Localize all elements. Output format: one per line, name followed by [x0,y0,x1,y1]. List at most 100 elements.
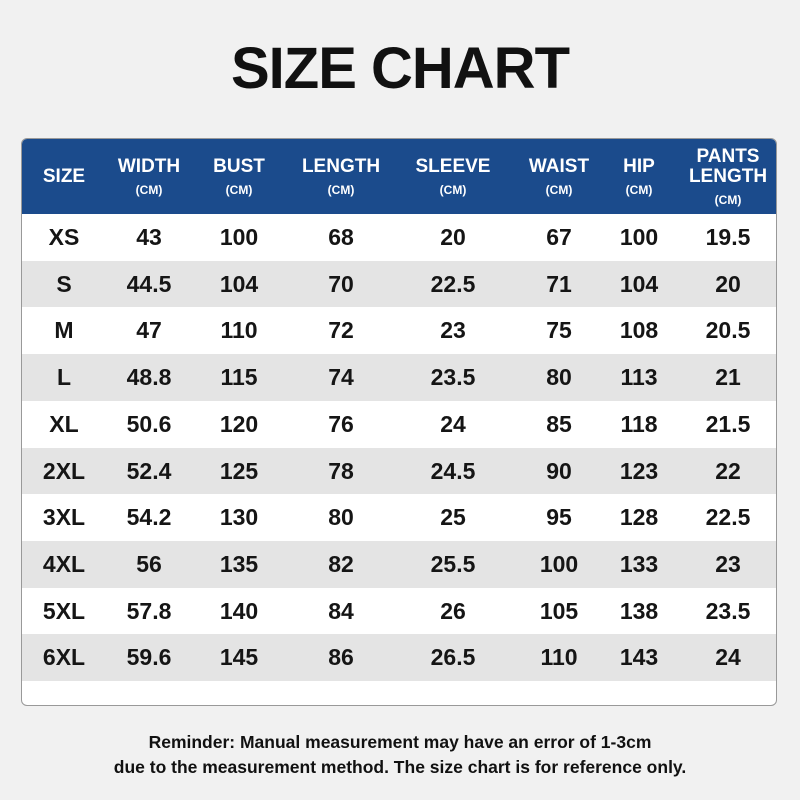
table-cell: 20.5 [705,317,751,344]
table-cell: 86 [328,644,354,671]
size-table: SIZE WIDTH (CM) BUST (CM) LENGTH (CM) SLEEVE (CM… [21,138,777,706]
table-cell: 20 [715,270,741,297]
table-cell: 95 [546,504,572,531]
column-unit: (CM) [545,182,573,197]
column-unit: (CM) [225,182,253,197]
table-cell: 138 [619,597,659,624]
table-cell: 110 [540,644,578,671]
table-cell: 56 [136,550,162,577]
table-cell: 84 [328,597,354,624]
table-header: SIZE WIDTH (CM) BUST (CM) LENGTH (CM) SLEEVE (CM… [22,139,776,214]
table-cell: S [56,270,72,297]
header-cell: BUST (CM) [189,139,289,214]
table-cell: 104 [219,270,259,297]
table-cell: 59.6 [126,644,172,671]
table-cell: 24 [715,644,741,671]
table-cell: 104 [619,270,659,297]
header-cell: PANTS LENGTH (CM) [678,139,776,214]
column-name: WIDTH [117,155,181,177]
column-unit: (CM) [135,182,163,197]
table-cell: 22.5 [430,270,476,297]
table-cell: 23 [715,550,741,577]
table-cell: M [54,317,74,344]
table-cell: 140 [219,597,259,624]
table-cell: 113 [620,364,658,391]
table-cell: 23.5 [705,597,751,624]
table-cell: 48.8 [126,364,172,391]
table-cell: 72 [328,317,354,344]
table-cell: 25.5 [430,550,476,577]
header-cell: SLEEVE (CM) [403,139,503,214]
table-cell: 100 [219,224,259,250]
table-row: XS 43 100 68 20 67 100 19.5 [22,214,776,261]
table-cell: 143 [619,644,659,671]
table-cell: 3XL [42,504,86,531]
table-row: 6XL 59.6 145 86 26.5 110 143 24 [22,634,776,681]
column-name: PANTS LENGTH [688,145,768,187]
column-name: SIZE [42,165,86,187]
table-cell: 123 [619,457,659,484]
table-cell: 54.2 [126,504,172,531]
table-cell: 2XL [42,457,86,484]
table-cell: 21.5 [705,410,751,437]
table-cell: 82 [328,550,354,577]
table-row: 3XL 54.2 130 80 25 95 128 22.5 [22,494,776,541]
table-cell: 135 [219,550,259,577]
table-row: L 48.8 115 74 23.5 80 113 21 [22,354,776,401]
table-cell: 128 [619,504,659,531]
table-row: S 44.5 104 70 22.5 71 104 20 [22,260,776,308]
table-cell: 110 [220,317,258,344]
table-cell: 52.4 [126,457,172,484]
title: SIZE CHART [231,36,570,101]
header-cell: HIP (CM) [589,139,689,214]
table-cell: 108 [619,317,659,344]
header-cell: WAIST (CM) [509,139,609,214]
table-cell: 22 [715,457,741,484]
table-cell: 20 [440,224,466,250]
table-cell: 43 [136,224,162,250]
column-name: LENGTH [301,155,381,177]
table-cell: 85 [546,410,572,437]
table-cell: 68 [328,224,354,250]
column-name: SLEEVE [415,155,491,177]
table-row: XL 50.6 120 76 24 85 118 21.5 [22,400,776,448]
table-cell: 44.5 [126,270,172,297]
table-cell: 130 [219,504,259,531]
table-cell: 105 [539,597,579,624]
table-cell: 120 [219,410,259,437]
table-cell: 78 [328,457,354,484]
column-unit: (CM) [625,182,653,197]
table-cell: 133 [619,550,659,577]
table-cell: 21 [715,364,741,391]
reminder-line: due to the measurement method. The size … [113,757,687,777]
table-cell: L [56,364,72,391]
table-cell: 70 [328,270,354,297]
table-cell: 90 [546,457,572,484]
table-cell: 118 [620,410,658,437]
table-cell: 24 [440,410,466,437]
table-cell: 26 [440,597,466,624]
column-name: BUST [213,155,265,177]
table-cell: 5XL [42,597,86,624]
table-row: 5XL 57.8 140 84 26 105 138 23.5 [22,587,776,635]
table-cell: 26.5 [430,644,476,671]
column-unit: (CM) [327,182,355,197]
column-name: HIP [623,155,655,177]
table-cell: 6XL [42,644,86,671]
header-cell: WIDTH (CM) [99,139,199,214]
header-cell: SIZE [22,139,114,214]
table-cell: 23.5 [430,364,476,391]
table-cell: 80 [328,504,354,531]
table-cell: 115 [220,364,258,391]
table-cell: 145 [219,644,259,671]
table-cell: 100 [619,224,659,250]
table-cell: XS [48,224,80,250]
header-cell: LENGTH (CM) [291,139,391,214]
reminder-line: Reminder: Manual measurement may have an… [148,732,652,752]
table-row: M 47 110 72 23 75 108 20.5 [22,307,776,355]
reminder: Reminder: Manual measurement may have an… [0,730,800,780]
column-name: WAIST [528,155,590,177]
table-cell: 50.6 [126,410,172,437]
table-cell: 74 [328,364,354,391]
